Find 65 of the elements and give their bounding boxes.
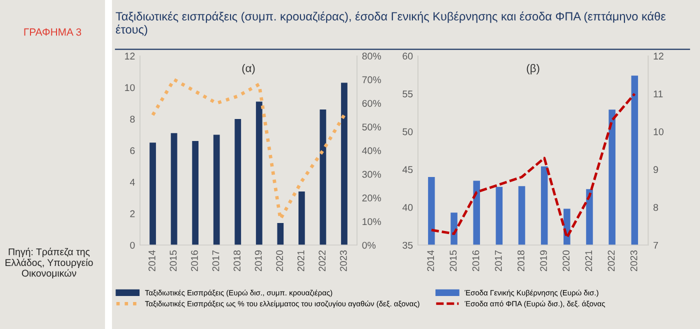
x-tick-label: 2020 (276, 250, 284, 272)
text: (α) (242, 64, 255, 74)
x-tick-label: 2018 (234, 250, 240, 272)
y-tick-label: 8 (130, 116, 135, 123)
line-series (430, 92, 636, 239)
y-tick-label: 4 (130, 178, 135, 186)
y-tick-label: 50 (402, 128, 413, 136)
bar (192, 141, 199, 246)
y2-tick-label: 11 (654, 90, 663, 98)
x-tick-label: 2015 (170, 250, 177, 272)
y-tick-label: 10 (125, 84, 135, 92)
text: (β) (526, 64, 540, 74)
y2-tick-label: 80% (362, 52, 381, 60)
bar (213, 134, 220, 246)
x-tick-label: 2018 (517, 250, 524, 272)
bar (170, 133, 178, 246)
text: Ταξιδιωτικές εισπράξεις (συμπ. κρουαζιέρας), έσοδα Γενικής Κυβέρνησης και έσοδα ΦΠΑ (επτάμηνο κάθε έτους) (116, 12, 666, 36)
bar (320, 110, 326, 246)
y2-tick-label: 70% (362, 76, 381, 84)
bar (256, 102, 262, 246)
y2-tick-label: 20% (362, 194, 381, 202)
x-tick-label: 2019 (540, 250, 547, 272)
y-tick-label: 12 (125, 52, 135, 60)
x-tick-label: 2014 (148, 250, 156, 272)
x-tick-label: 2014 (427, 250, 434, 272)
y2-tick-label: 10 (654, 128, 664, 136)
x-tick-label: 2023 (340, 250, 347, 272)
text: ΓΡΑΦΗΜΑ 3 (24, 28, 82, 36)
y2-tick-label: 40% (362, 147, 381, 154)
y-tick-label: 2 (130, 210, 135, 218)
y-tick-label: 40 (402, 204, 413, 211)
x-tick-label: 2017 (494, 250, 502, 272)
line-series (151, 78, 346, 221)
x-tick-label: 2022 (608, 250, 615, 272)
bar (341, 82, 348, 246)
text: Πηγή: Τράπεζα της Ελλάδος, Υπουργείο Οικονομικών (6, 248, 93, 278)
y-tick-label: 60 (402, 52, 413, 60)
y2-tick-label: 0% (362, 242, 376, 249)
x-tick-label: 2016 (191, 250, 198, 272)
bar (277, 223, 284, 246)
bar (298, 192, 305, 246)
x-tick-label: 2019 (254, 250, 262, 272)
y2-tick-label: 8 (653, 204, 658, 211)
y-tick-label: 45 (402, 166, 413, 174)
y2-tick-label: 12 (654, 52, 664, 60)
x-tick-label: 2021 (297, 250, 304, 272)
x-tick-label: 2017 (212, 250, 220, 272)
y2-tick-label: 9 (654, 166, 658, 174)
x-tick-label: 2015 (450, 250, 457, 272)
y2-tick-label: 30% (362, 170, 381, 178)
y-tick-label: 55 (402, 90, 413, 98)
x-tick-label: 2016 (472, 250, 480, 272)
y-tick-label: 0 (130, 242, 135, 249)
y2-tick-label: 50% (362, 124, 381, 130)
y-tick-label: 35 (402, 242, 413, 249)
y2-tick-label: 60% (362, 100, 381, 107)
x-tick-label: 2021 (585, 250, 592, 272)
x-tick-label: 2022 (318, 250, 326, 272)
y2-tick-label: 7 (654, 242, 658, 249)
bar (234, 118, 242, 246)
y2-tick-label: 10% (362, 218, 381, 226)
x-tick-label: 2020 (562, 250, 570, 272)
bar (150, 142, 156, 246)
x-tick-label: 2023 (630, 250, 638, 272)
y-tick-label: 6 (130, 147, 135, 154)
